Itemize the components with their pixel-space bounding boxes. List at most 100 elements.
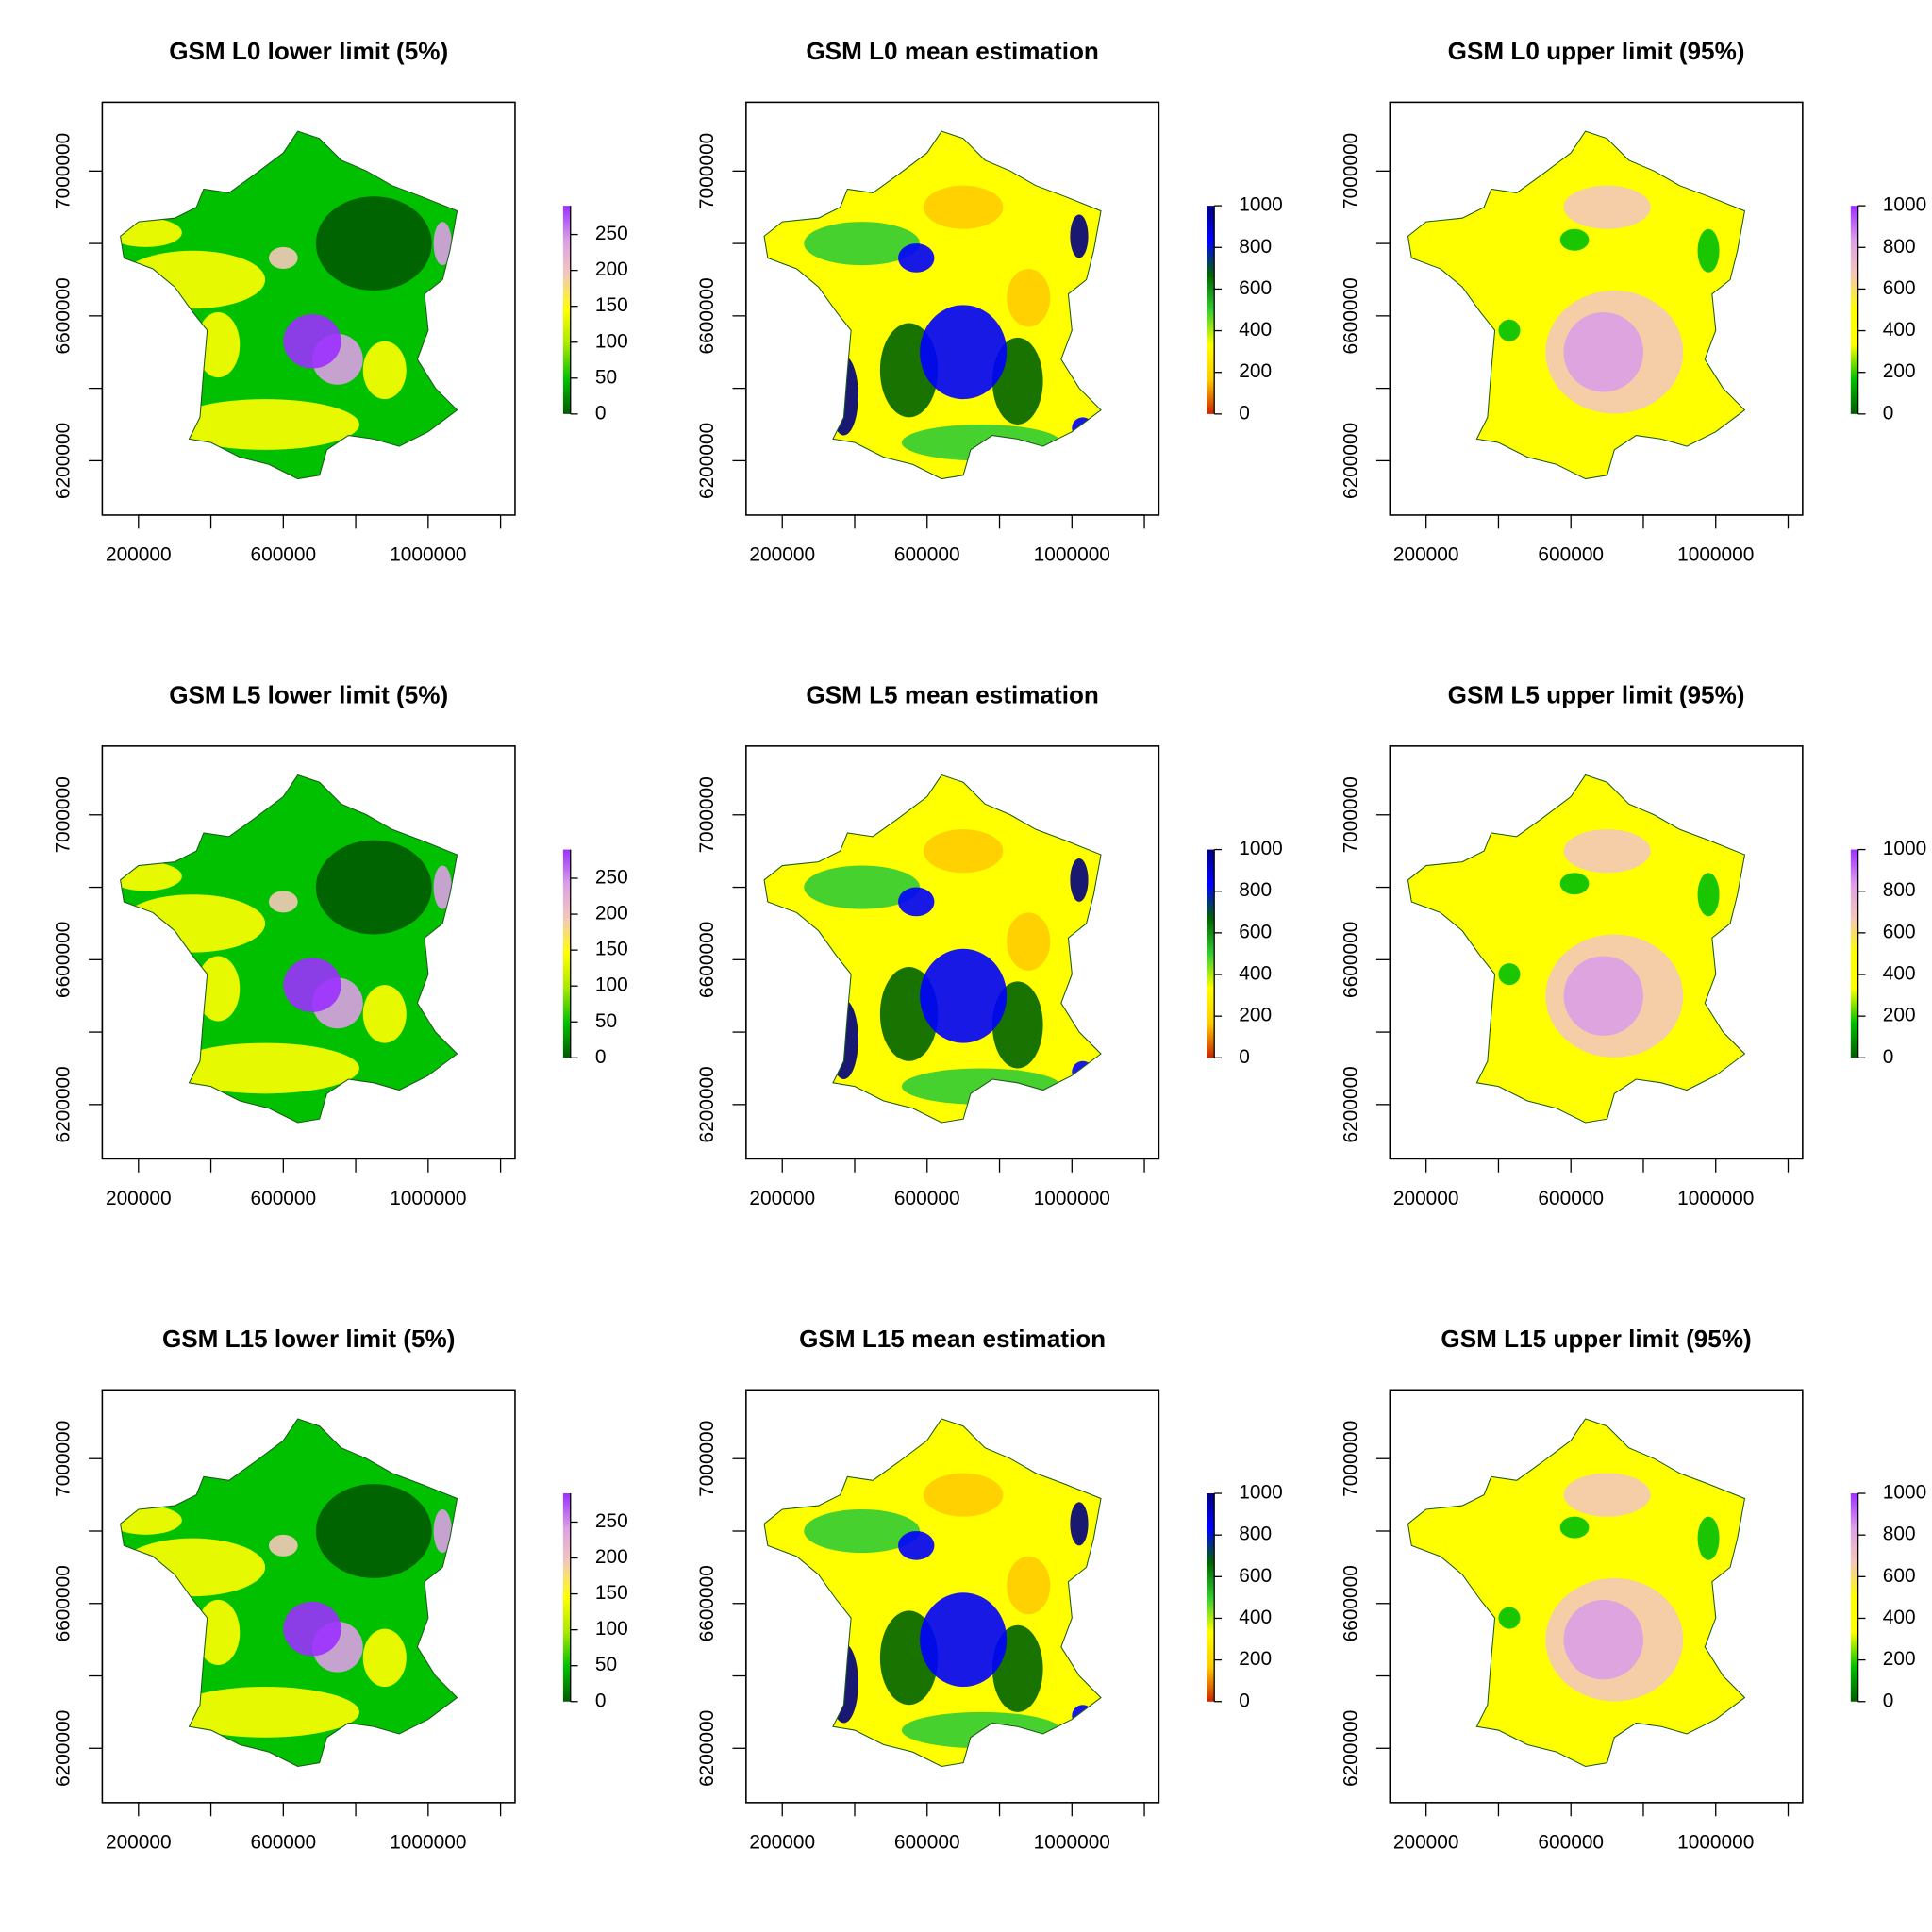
colorbar: [1850, 206, 1858, 414]
y-tick-label: 6600000: [696, 277, 718, 354]
panel: GSM L15 upper limit (95%) 200000 600000 100…: [1340, 1324, 1926, 1854]
colorbar-label: 200: [595, 903, 628, 924]
y-tick-label: 7000000: [52, 776, 74, 853]
map-region: [1563, 1599, 1643, 1680]
panel: GSM L0 upper limit (95%) 200000 600000 1000…: [1340, 37, 1926, 566]
map-region: [433, 865, 452, 909]
x-tick-label: 1000000: [390, 544, 466, 566]
map: [764, 774, 1102, 1124]
y-tick-label: 7000000: [1340, 1421, 1361, 1497]
map-region: [268, 1534, 298, 1557]
colorbar-label: 250: [595, 867, 628, 889]
y-tick-label: 6600000: [1340, 922, 1361, 998]
map-region: [804, 1508, 921, 1554]
map-region: [315, 840, 432, 935]
colorbar: [1850, 1493, 1858, 1702]
map-outline: [763, 130, 1102, 480]
map-region: [171, 399, 359, 450]
panel-title: GSM L5 mean estimation: [806, 681, 1098, 709]
map: [1407, 774, 1745, 1124]
map-region: [283, 1601, 341, 1657]
colorbar-label: 600: [1883, 1565, 1916, 1587]
x-tick-label: 600000: [250, 1188, 316, 1209]
map-region: [315, 196, 432, 291]
colorbar: [562, 1493, 571, 1702]
colorbar-label: 800: [1239, 1524, 1272, 1545]
panel-title: GSM L15 lower limit (5%): [162, 1324, 455, 1353]
colorbar: [1850, 849, 1858, 1058]
map-region: [898, 243, 935, 273]
colorbar-label: 800: [1239, 236, 1272, 258]
map: [1407, 1418, 1745, 1767]
map-region: [923, 829, 1004, 874]
map-outline: [763, 1418, 1102, 1768]
map: [1407, 131, 1745, 479]
map-region: [1007, 912, 1051, 971]
colorbar-label: 50: [595, 1654, 617, 1675]
map-region: [1697, 1516, 1720, 1560]
map-region: [1563, 1473, 1651, 1517]
panel-title: GSM L15 upper limit (95%): [1441, 1324, 1751, 1353]
x-tick-label: 200000: [106, 544, 172, 566]
x-tick-label: 600000: [250, 544, 316, 566]
colorbar-label: 150: [595, 294, 628, 316]
y-tick-label: 6600000: [696, 922, 718, 998]
map-region: [920, 305, 1008, 400]
colorbar-label: 100: [595, 974, 628, 996]
panel: GSM L5 upper limit (95%) 200000 600000 1000…: [1340, 681, 1926, 1210]
x-tick-label: 600000: [894, 1188, 960, 1209]
colorbar-label: 400: [1239, 1607, 1272, 1628]
y-tick-label: 7000000: [696, 1421, 718, 1497]
colorbar-label: 1000: [1883, 838, 1926, 859]
y-tick-label: 6200000: [52, 1066, 74, 1142]
x-tick-label: 600000: [1538, 1188, 1604, 1209]
y-tick-label: 6200000: [1340, 1066, 1361, 1142]
x-tick-label: 600000: [250, 1831, 316, 1853]
colorbar-label: 0: [595, 402, 607, 424]
map-region: [1563, 185, 1651, 229]
x-tick-label: 1000000: [390, 1188, 466, 1209]
colorbar-label: 200: [1883, 360, 1916, 382]
panel-title: GSM L5 lower limit (5%): [169, 681, 448, 709]
y-tick-label: 6200000: [696, 423, 718, 499]
map-region: [1498, 963, 1521, 986]
colorbar-label: 1000: [1239, 838, 1282, 859]
colorbar-label: 800: [1883, 236, 1916, 258]
map-region: [1070, 858, 1089, 902]
map-outline: [1407, 130, 1746, 480]
y-tick-label: 6200000: [52, 1710, 74, 1787]
colorbar-label: 600: [1239, 921, 1272, 942]
map-region: [433, 1508, 452, 1554]
colorbar-label: 150: [595, 939, 628, 960]
map-region: [898, 1530, 935, 1560]
y-tick-label: 7000000: [696, 133, 718, 209]
panel: GSM L15 lower limit (5%)200000 600000 1000…: [52, 1324, 627, 1854]
map-region: [920, 948, 1008, 1043]
y-tick-label: 7000000: [52, 1421, 74, 1497]
map-outline: [120, 1418, 458, 1768]
map-region: [268, 891, 298, 913]
map-region: [171, 1042, 359, 1094]
map-outline: [1407, 774, 1746, 1124]
colorbar-label: 400: [1883, 319, 1916, 341]
panel: GSM L0 lower limit (5%) 200000 600000 10000…: [52, 37, 627, 566]
x-tick-label: 600000: [894, 1831, 960, 1853]
map-region: [923, 1473, 1004, 1517]
map-region: [1559, 228, 1590, 251]
map-region: [804, 222, 921, 266]
x-tick-label: 1000000: [1677, 1188, 1754, 1209]
y-tick-label: 6200000: [52, 423, 74, 499]
map-region: [1665, 265, 1694, 294]
colorbar-label: 600: [1883, 921, 1916, 942]
map-region: [283, 313, 341, 369]
map-region: [171, 1687, 359, 1738]
colorbar-label: 200: [1883, 1648, 1916, 1670]
map: [120, 1418, 458, 1767]
map-region: [196, 312, 241, 378]
colorbar-label: 400: [1883, 963, 1916, 985]
colorbar-label: 0: [1883, 402, 1894, 424]
map-region: [1559, 1516, 1590, 1539]
map-outline: [763, 774, 1102, 1124]
